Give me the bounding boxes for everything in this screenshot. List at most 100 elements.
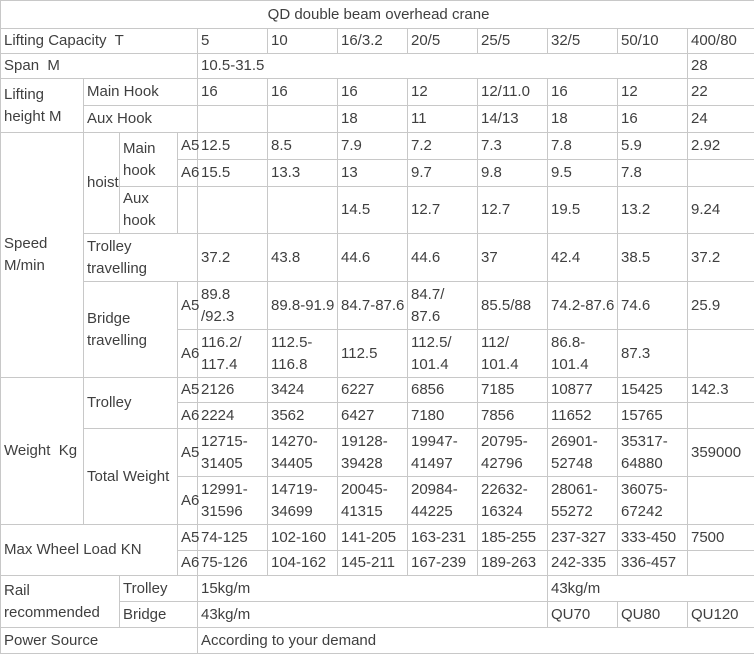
weight-trolley-a6-row-cell-4: 7180 <box>408 403 478 429</box>
lifting-height-aux-hook-row-cell-1 <box>198 106 268 133</box>
speed-label: Speed M/min <box>1 133 84 378</box>
weight-total-a5-row-cell-6: 20795- 42796 <box>478 429 548 477</box>
lifting-capacity-row-cell-7: 50/10 <box>618 29 688 54</box>
power-source-label: Power Source <box>1 628 198 654</box>
speed-trolley-travelling-row-cell-7: 38.5 <box>618 234 688 282</box>
speed-bridge-travelling-a5-row-cell-6: 85.5/88 <box>478 282 548 330</box>
rail-bridge-row-cell-3: QU80 <box>618 602 688 628</box>
speed-bridge-travelling-a5-row-cell-3: 89.8-91.9 <box>268 282 338 330</box>
speed-trolley-travelling-row-cell-5: 37 <box>478 234 548 282</box>
speed-trolley-travelling-row-cell-4: 44.6 <box>408 234 478 282</box>
title-row: QD double beam overhead crane <box>1 1 754 29</box>
lifting-height-aux-hook-row-cell-3: 18 <box>338 106 408 133</box>
rail-bridge-row-cell-4: QU120 <box>688 602 754 628</box>
weight-trolley-a5-row-cell-5: 6227 <box>338 378 408 403</box>
grade-a6-label: A6 <box>178 551 198 576</box>
weight-trolley-a5-row-cell-10: 142.3 <box>688 378 754 403</box>
rail-trolley-label: Trolley <box>120 576 198 602</box>
max-wheel-load-label: Max Wheel Load KN <box>1 525 178 576</box>
grade-a6-label: A6 <box>178 160 198 187</box>
max-wheel-load-a6-row-cell-4: 167-239 <box>408 551 478 576</box>
speed-main-hook-a6-row-cell-2: 13.3 <box>268 160 338 187</box>
speed-main-hook-a6-row-cell-7: 7.8 <box>618 160 688 187</box>
weight-trolley-a6-row-cell-6: 11652 <box>548 403 618 429</box>
speed-aux-hook-row-cell-9: 9.24 <box>688 187 754 234</box>
lifting-height-main-hook-row-cell-6: 12/11.0 <box>478 79 548 106</box>
max-wheel-load-a6-row-cell-5: 189-263 <box>478 551 548 576</box>
weight-trolley-a6-row-cell-1: 2224 <box>198 403 268 429</box>
max-wheel-load-a5-row-cell-8: 333-450 <box>618 525 688 551</box>
speed-aux-hook-row-cell-2 <box>198 187 268 234</box>
speed-bridge-travelling-a5-row-cell-2: 89.8 /92.3 <box>198 282 268 330</box>
weight-trolley-a6-row-cell-3: 6427 <box>338 403 408 429</box>
grade-a5-label: A5 <box>178 282 198 330</box>
weight-total-a6-row-cell-2: 14719- 34699 <box>268 477 338 525</box>
lifting-height-main-hook-row-cell-4: 16 <box>338 79 408 106</box>
lifting-height-main-hook-row-cell-3: 16 <box>268 79 338 106</box>
speed-main-hook-a5-row-cell-11: 2.92 <box>688 133 754 160</box>
speed-bridge-travelling-a6-row-cell-5: 112/ 101.4 <box>478 330 548 378</box>
weight-trolley-label: Trolley <box>84 378 178 429</box>
speed-main-hook-a5-row-cell-6: 7.9 <box>338 133 408 160</box>
weight-total-a5-row-cell-8: 35317- 64880 <box>618 429 688 477</box>
max-wheel-load-a6-row-cell-2: 104-162 <box>268 551 338 576</box>
speed-main-hook-a5-row-cell-5: 8.5 <box>268 133 338 160</box>
speed-trolley-travelling-row-cell-8: 37.2 <box>688 234 754 282</box>
lifting-capacity-row-cell-2: 10 <box>268 29 338 54</box>
speed-trolley-travelling-row-cell-2: 43.8 <box>268 234 338 282</box>
grade-a5-label: A5 <box>178 378 198 403</box>
weight-total-a6-row-cell-3: 20045- 41315 <box>338 477 408 525</box>
weight-total-a5-row-cell-5: 19947- 41497 <box>408 429 478 477</box>
grade-a5-label: A5 <box>178 133 198 160</box>
speed-aux-hook-row-cell-7: 19.5 <box>548 187 618 234</box>
lifting-height-main-hook-row-cell-5: 12 <box>408 79 478 106</box>
speed-main-hook-a5-row-cell-7: 7.2 <box>408 133 478 160</box>
speed-main-hook-a6-row-cell-6: 9.5 <box>548 160 618 187</box>
lifting-capacity-row-cell-4: 20/5 <box>408 29 478 54</box>
speed-aux-hook-row-cell-1 <box>178 187 198 234</box>
speed-main-hook-a6-row-cell-8 <box>688 160 754 187</box>
trolley-travelling-label: Trolley travelling <box>84 234 198 282</box>
rail-bridge-label: Bridge <box>120 602 198 628</box>
weight-total-a5-row-cell-9: 359000 <box>688 429 754 477</box>
weight-total-a6-row-cell-4: 20984- 44225 <box>408 477 478 525</box>
weight-total-a6-row-cell-5: 22632- 16324 <box>478 477 548 525</box>
speed-aux-hook-row-cell-5: 12.7 <box>408 187 478 234</box>
weight-total-a5-row-cell-2: 12715- 31405 <box>198 429 268 477</box>
lifting-capacity-row-cell-6: 32/5 <box>548 29 618 54</box>
speed-bridge-travelling-a5-row-cell-4: 84.7-87.6 <box>338 282 408 330</box>
speed-aux-hook-row-cell-3 <box>268 187 338 234</box>
weight-total-a6-row-cell-7: 36075- 67242 <box>618 477 688 525</box>
max-wheel-load-a6-row-cell-8 <box>688 551 754 576</box>
weight-total-a5-row-cell-3: 14270- 34405 <box>268 429 338 477</box>
lifting-height-aux-hook-row-cell-2 <box>268 106 338 133</box>
weight-label: Weight Kg <box>1 378 84 525</box>
rail-trolley-row-cell-3: 43kg/m <box>548 576 754 602</box>
speed-bridge-travelling-a6-row-cell-8 <box>688 330 754 378</box>
speed-aux-hook-row-cell-8: 13.2 <box>618 187 688 234</box>
grade-a6-label: A6 <box>178 403 198 429</box>
grade-a5-label: A5 <box>178 525 198 551</box>
weight-trolley-a5-row-cell-6: 6856 <box>408 378 478 403</box>
speed-main-hook-a5-row-cell-9: 7.8 <box>548 133 618 160</box>
aux-hook-label: Aux Hook <box>84 106 198 133</box>
grade-a6-label: A6 <box>178 477 198 525</box>
speed-bridge-travelling-a5-row-cell-5: 84.7/ 87.6 <box>408 282 478 330</box>
speed-main-hook-a6-row-cell-1: 15.5 <box>198 160 268 187</box>
lifting-height-main-hook-row-cell-9: 22 <box>688 79 754 106</box>
span-row-cell-1: 10.5-31.5 <box>198 54 688 79</box>
lifting-capacity-row-cell-5: 25/5 <box>478 29 548 54</box>
max-wheel-load-a6-row-cell-3: 145-211 <box>338 551 408 576</box>
speed-bridge-travelling-a5-row-cell-7: 74.2-87.6 <box>548 282 618 330</box>
lifting-height-aux-hook-row-cell-6: 18 <box>548 106 618 133</box>
max-wheel-load-a5-row-cell-7: 237-327 <box>548 525 618 551</box>
speed-main-hook-a6-row-cell-3: 13 <box>338 160 408 187</box>
max-wheel-load-a5-row-cell-5: 163-231 <box>408 525 478 551</box>
